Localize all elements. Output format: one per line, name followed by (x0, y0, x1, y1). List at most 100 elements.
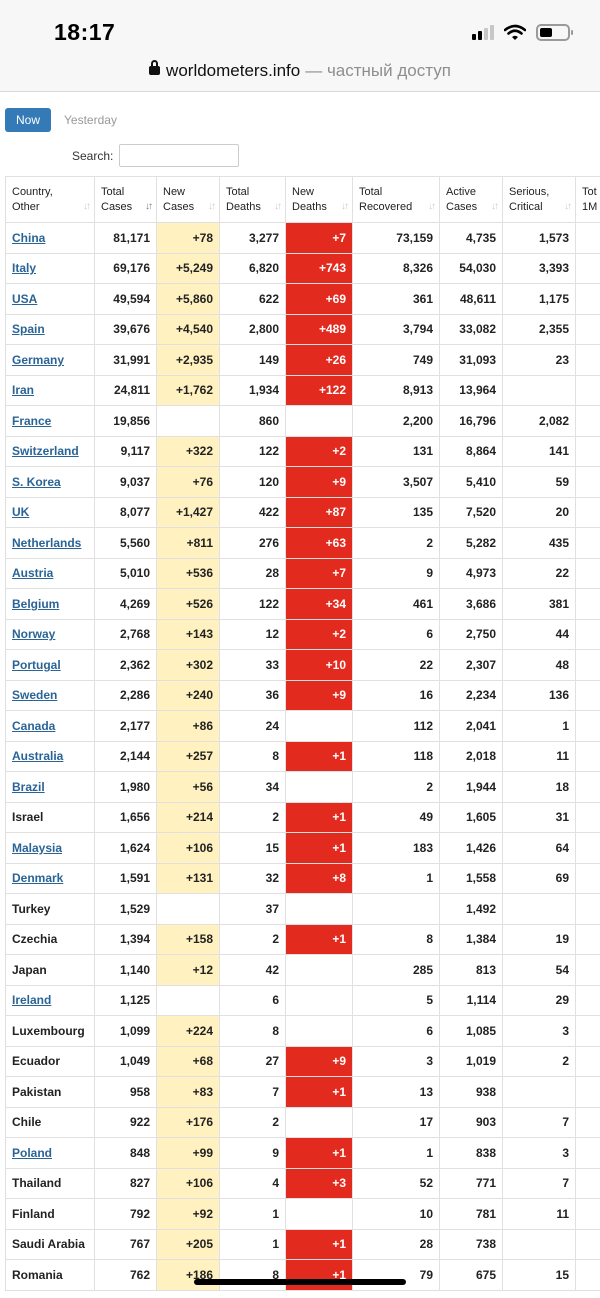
column-header-country[interactable]: Country, Other ↓↑ (5, 176, 95, 223)
search-input[interactable] (119, 144, 240, 167)
tot-per-1m-cell (575, 832, 600, 864)
country-link[interactable]: China (12, 230, 46, 245)
new-cases-cell: +106 (156, 1167, 220, 1199)
country-link[interactable]: Brazil (12, 779, 45, 794)
new-cases-cell: +1,427 (156, 496, 220, 528)
country-link[interactable]: S. Korea (12, 474, 61, 489)
tot-per-1m-cell (575, 710, 600, 742)
country-cell[interactable]: Netherlands (5, 527, 95, 559)
table-row: Italy 69,176 +5,249 6,820 +743 8,326 54,030 3,3… (5, 252, 600, 284)
country-link[interactable]: USA (12, 291, 38, 306)
country-link[interactable]: Norway (12, 627, 56, 642)
new-deaths-cell: +1 (285, 1137, 353, 1169)
serious-critical-cell: 11 (502, 1198, 576, 1230)
serious-critical-cell (502, 374, 576, 406)
column-header-new-cases[interactable]: New Cases ↓↑ (156, 176, 220, 223)
column-header-serious-critical[interactable]: Serious, Critical ↓↑ (502, 176, 576, 223)
country-cell[interactable]: Denmark (5, 862, 95, 894)
country-cell[interactable]: Ireland (5, 984, 95, 1016)
country-cell[interactable]: UK (5, 496, 95, 528)
active-cases-cell: 2,041 (439, 710, 503, 742)
total-cases-cell: 762 (94, 1259, 157, 1291)
total-deaths-cell: 7 (219, 1076, 286, 1108)
country-link[interactable]: Ireland (12, 993, 52, 1008)
new-cases-cell: +186 (156, 1259, 220, 1291)
country-link[interactable]: Germany (12, 352, 65, 367)
total-deaths-cell: 622 (219, 283, 286, 315)
country-cell[interactable]: S. Korea (5, 466, 95, 498)
address-bar[interactable]: worldometers.info — частный доступ (0, 50, 600, 92)
column-header-active-cases[interactable]: Active Cases ↓↑ (439, 176, 503, 223)
total-deaths-cell: 149 (219, 344, 286, 376)
country-link[interactable]: Canada (12, 718, 56, 733)
country-link[interactable]: Spain (12, 322, 45, 337)
country-cell[interactable]: Iran (5, 374, 95, 406)
serious-critical-cell: 141 (502, 435, 576, 467)
tab-yesterday[interactable]: Yesterday (64, 113, 117, 127)
column-header-total-deaths[interactable]: Total Deaths ↓↑ (219, 176, 286, 223)
country-link[interactable]: Poland (12, 1145, 53, 1160)
country-cell[interactable]: Belgium (5, 588, 95, 620)
country-link[interactable]: Australia (12, 749, 64, 764)
country-cell[interactable]: France (5, 405, 95, 437)
total-deaths-cell: 860 (219, 405, 286, 437)
new-cases-cell: +56 (156, 771, 220, 803)
tot-per-1m-cell (575, 283, 600, 315)
country-cell[interactable]: Canada (5, 710, 95, 742)
country-link[interactable]: Portugal (12, 657, 61, 672)
country-link[interactable]: Italy (12, 261, 37, 276)
country-link[interactable]: Austria (12, 566, 54, 581)
total-deaths-cell: 8 (219, 1259, 286, 1291)
column-header-total-cases[interactable]: Total Cases ↓↑ (94, 176, 157, 223)
country-link[interactable]: Malaysia (12, 840, 63, 855)
total-recovered-cell: 1 (352, 1137, 440, 1169)
country-link[interactable]: Netherlands (12, 535, 82, 550)
total-cases-cell: 958 (94, 1076, 157, 1108)
tot-per-1m-cell (575, 801, 600, 833)
country-link[interactable]: Sweden (12, 688, 58, 703)
new-cases-cell: +158 (156, 923, 220, 955)
total-cases-cell: 1,980 (94, 771, 157, 803)
country-cell: Saudi Arabia (5, 1228, 95, 1260)
column-header-tot-per-1m[interactable]: Tot 1M (575, 176, 600, 223)
country-link[interactable]: Denmark (12, 871, 64, 886)
country-cell: Pakistan (5, 1076, 95, 1108)
total-recovered-cell: 118 (352, 740, 440, 772)
column-header-total-recovered[interactable]: Total Recovered ↓↑ (352, 176, 440, 223)
active-cases-cell: 4,973 (439, 557, 503, 589)
column-header-new-deaths[interactable]: New Deaths ↓↑ (285, 176, 353, 223)
country-cell[interactable]: Brazil (5, 771, 95, 803)
new-deaths-cell: +63 (285, 527, 353, 559)
country-link[interactable]: France (12, 413, 52, 428)
country-cell[interactable]: Switzerland (5, 435, 95, 467)
country-cell[interactable]: Germany (5, 344, 95, 376)
country-link[interactable]: Iran (12, 383, 35, 398)
serious-critical-cell (502, 893, 576, 925)
country-link[interactable]: Switzerland (12, 444, 79, 459)
country-cell[interactable]: Sweden (5, 679, 95, 711)
country-cell[interactable]: Portugal (5, 649, 95, 681)
country-cell[interactable]: Norway (5, 618, 95, 650)
serious-critical-cell: 7 (502, 1167, 576, 1199)
table-row: Sweden 2,286 +240 36 +9 16 2,234 136 (5, 679, 600, 711)
serious-critical-cell: 18 (502, 771, 576, 803)
country-cell[interactable]: Malaysia (5, 832, 95, 864)
sort-icon: ↓↑ (274, 201, 282, 212)
country-cell[interactable]: Spain (5, 313, 95, 345)
country-link[interactable]: UK (12, 505, 30, 520)
tab-now[interactable]: Now (5, 108, 52, 132)
new-cases-cell: +205 (156, 1228, 220, 1260)
country-cell[interactable]: Austria (5, 557, 95, 589)
country-cell[interactable]: Italy (5, 252, 95, 284)
country-cell: Ecuador (5, 1045, 95, 1077)
new-deaths-cell (285, 1106, 353, 1138)
country-cell[interactable]: China (5, 222, 95, 254)
country-link[interactable]: Belgium (12, 596, 60, 611)
active-cases-cell: 5,410 (439, 466, 503, 498)
table-container: Country, Other ↓↑ Total Cases ↓↑ New Cases ↓↑ Tot… (5, 176, 600, 1291)
new-deaths-cell (285, 771, 353, 803)
country-cell[interactable]: Australia (5, 740, 95, 772)
country-cell[interactable]: Poland (5, 1137, 95, 1169)
country-cell[interactable]: USA (5, 283, 95, 315)
total-deaths-cell: 9 (219, 1137, 286, 1169)
